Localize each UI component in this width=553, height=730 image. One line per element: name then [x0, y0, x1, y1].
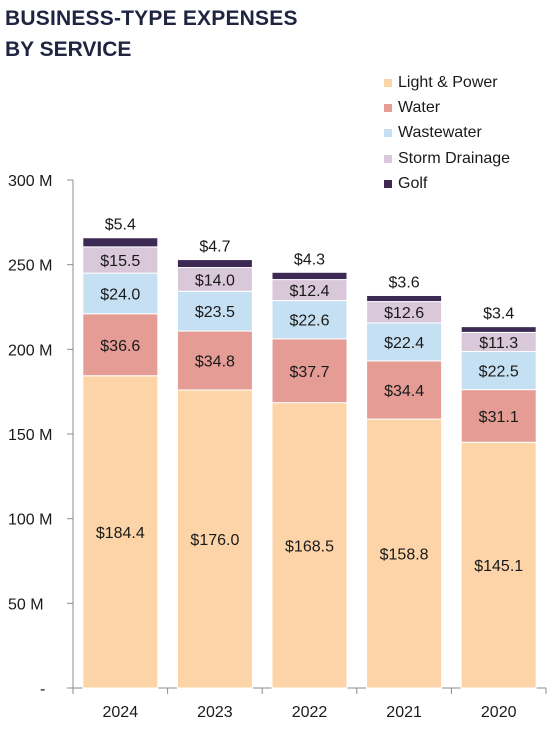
- data-label: $24.0: [100, 286, 140, 303]
- data-label: $31.1: [479, 409, 519, 426]
- data-label: $184.4: [96, 525, 145, 542]
- legend-label: Wastewater: [398, 124, 482, 142]
- data-label: $176.0: [190, 532, 239, 549]
- legend-swatch: [384, 129, 392, 138]
- bar-light-power-2024: [82, 375, 159, 689]
- bar-water-2023: [176, 330, 253, 391]
- data-label: $11.3: [479, 335, 518, 352]
- bar-light-power-2021: [366, 418, 443, 689]
- legend-label: Water: [398, 99, 441, 117]
- bar-golf-2023: [176, 259, 253, 269]
- y-tick-label: 200 M: [8, 342, 52, 359]
- legend-swatch: [384, 104, 392, 113]
- legend-swatch: [384, 78, 392, 87]
- data-label: $15.5: [100, 253, 140, 270]
- legend-swatch: [384, 180, 392, 189]
- data-label: $14.0: [195, 272, 235, 289]
- bar-golf-2020: [460, 326, 537, 333]
- legend-item: Storm Drainage: [384, 146, 510, 171]
- bar-wastewater-2022: [271, 300, 348, 340]
- legend-item: Light & Power: [384, 70, 510, 95]
- chart-title: BUSINESS-TYPE EXPENSES: [5, 7, 298, 30]
- y-tick-label: 150 M: [8, 427, 52, 444]
- chart-legend: Light & Power Water Wastewater Storm Draina…: [384, 70, 510, 197]
- bar-light-power-2020: [460, 441, 537, 689]
- data-label: $22.5: [479, 364, 519, 381]
- data-label: $34.4: [384, 383, 424, 400]
- bar-wastewater-2020: [460, 351, 537, 391]
- data-label: $158.8: [380, 547, 429, 564]
- x-tick-label: 2022: [292, 704, 328, 721]
- x-tick-label: 2023: [197, 704, 233, 721]
- data-label: $23.5: [195, 304, 235, 321]
- x-tick-label: 2024: [103, 704, 139, 721]
- data-label: $4.7: [199, 239, 230, 256]
- legend-item: Golf: [384, 172, 510, 197]
- y-tick-label: 100 M: [8, 512, 52, 529]
- y-tick-label: 50 M: [8, 596, 44, 613]
- legend-label: Light & Power: [398, 73, 498, 91]
- bar-water-2021: [366, 360, 443, 420]
- legend-item: Water: [384, 95, 510, 120]
- bar-wastewater-2021: [366, 322, 443, 362]
- bar-wastewater-2023: [176, 290, 253, 332]
- data-label: $22.6: [289, 313, 329, 330]
- data-label: $168.5: [285, 538, 334, 555]
- data-label: $37.7: [289, 364, 329, 381]
- bar-golf-2024: [82, 237, 159, 248]
- y-tick-label: -: [40, 681, 45, 698]
- legend-item: Wastewater: [384, 121, 510, 146]
- legend-label: Storm Drainage: [398, 149, 511, 167]
- data-label: $5.4: [105, 217, 136, 234]
- data-label: $22.4: [384, 335, 424, 352]
- legend-swatch: [384, 154, 392, 163]
- bar-golf-2022: [271, 271, 348, 281]
- data-label: $145.1: [474, 558, 523, 575]
- data-label: $3.6: [389, 274, 420, 291]
- chart-subtitle: BY SERVICE: [5, 38, 132, 61]
- bar-water-2022: [271, 338, 348, 404]
- bar-light-power-2022: [271, 402, 348, 689]
- legend-label: Golf: [398, 175, 428, 193]
- data-label: $12.4: [289, 283, 329, 300]
- x-tick-label: 2021: [386, 704, 422, 721]
- bar-water-2020: [460, 389, 537, 443]
- y-tick-label: 300 M: [8, 173, 52, 190]
- data-label: $12.6: [384, 305, 424, 322]
- y-tick-label: 250 M: [8, 258, 52, 275]
- bar-light-power-2023: [176, 389, 253, 689]
- bar-golf-2021: [366, 294, 443, 303]
- data-label: $3.4: [483, 306, 514, 323]
- data-label: $36.6: [100, 338, 140, 355]
- x-tick-label: 2020: [481, 704, 517, 721]
- data-label: $4.3: [294, 251, 325, 268]
- data-label: $34.8: [195, 354, 235, 371]
